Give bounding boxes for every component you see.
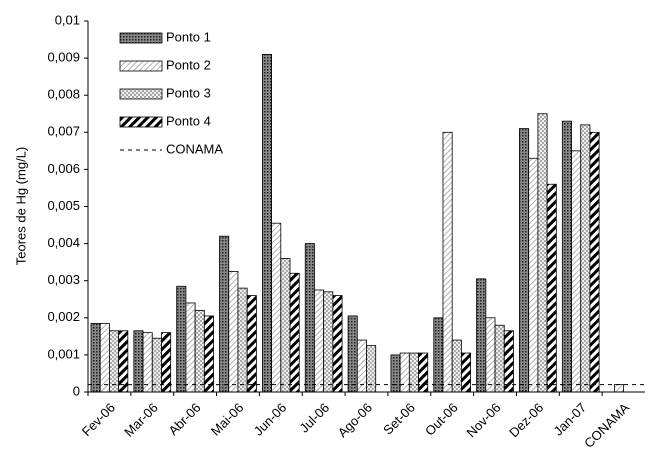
bar xyxy=(323,291,334,393)
bar xyxy=(304,243,315,393)
x-tick-label: Mar-06 xyxy=(121,400,161,440)
bar xyxy=(494,324,505,393)
y-tick-label: 0,005 xyxy=(47,198,80,213)
y-tick-label: 0,009 xyxy=(47,50,80,65)
bar xyxy=(442,131,453,393)
x-tick-label: Mai-06 xyxy=(208,400,247,439)
bar xyxy=(476,278,487,393)
bar xyxy=(109,330,120,393)
bar xyxy=(589,131,600,393)
bar xyxy=(161,332,172,393)
bar xyxy=(418,352,429,393)
y-tick-label: 0,008 xyxy=(47,87,80,102)
bar xyxy=(332,295,343,393)
x-tick-label: Nov-06 xyxy=(463,400,503,440)
y-tick-label: 0,007 xyxy=(47,124,80,139)
legend-label: Ponto 4 xyxy=(166,113,211,128)
y-axis-label: Teores de Hg (mg/L) xyxy=(13,147,28,266)
bar xyxy=(151,337,162,393)
x-tick-label: Abr-06 xyxy=(165,400,203,438)
bar xyxy=(485,317,496,393)
y-tick-label: 0,001 xyxy=(47,346,80,361)
bar xyxy=(90,322,101,393)
bar xyxy=(390,354,401,393)
x-tick-label: Jun-06 xyxy=(251,400,290,439)
bar xyxy=(519,128,530,393)
bar xyxy=(133,330,144,393)
bar xyxy=(271,222,282,393)
bar xyxy=(503,330,514,393)
legend-swatch xyxy=(119,88,163,100)
x-tick-label: Jul-06 xyxy=(297,400,333,436)
x-tick-label: Dez-06 xyxy=(506,400,546,440)
legend-swatch xyxy=(119,32,163,44)
y-tick-label: 0,004 xyxy=(47,235,80,250)
bar xyxy=(561,120,572,393)
bar xyxy=(228,271,239,393)
x-tick-label: CONAMA xyxy=(581,400,632,451)
bar xyxy=(237,287,248,393)
bar xyxy=(219,235,230,393)
x-tick-label: Fev-06 xyxy=(79,400,118,439)
legend-label: Ponto 1 xyxy=(166,29,211,44)
y-tick-label: 0,003 xyxy=(47,272,80,287)
bar xyxy=(314,289,325,393)
bar xyxy=(280,258,291,393)
bar xyxy=(433,317,444,393)
bar xyxy=(580,124,591,393)
bar xyxy=(99,322,110,393)
bar xyxy=(185,302,196,393)
legend-swatch xyxy=(119,116,163,128)
x-tick-label: Set-06 xyxy=(380,400,418,438)
bar xyxy=(347,315,358,393)
x-tick-label: Ago-06 xyxy=(335,400,375,440)
bar xyxy=(194,309,205,393)
bar xyxy=(546,183,557,393)
bar xyxy=(142,332,153,393)
bar xyxy=(537,113,548,393)
bar xyxy=(408,352,419,393)
bar xyxy=(118,330,129,393)
y-tick-label: 0,01 xyxy=(55,12,80,27)
legend-swatch xyxy=(119,60,163,72)
bar xyxy=(461,352,472,393)
bar xyxy=(203,315,214,393)
y-tick-label: 0 xyxy=(73,383,80,398)
legend-label: Ponto 2 xyxy=(166,57,211,72)
bar xyxy=(399,352,410,393)
bar xyxy=(289,272,300,393)
legend-label: CONAMA xyxy=(166,141,223,156)
bar xyxy=(176,285,187,393)
bar xyxy=(246,295,257,393)
x-tick-label: Jan-07 xyxy=(551,400,590,439)
legend-label: Ponto 3 xyxy=(166,85,211,100)
y-tick-label: 0,006 xyxy=(47,161,80,176)
x-tick-label: Out-06 xyxy=(422,400,461,439)
y-tick-label: 0,002 xyxy=(47,309,80,324)
bar xyxy=(571,150,582,393)
bar xyxy=(528,157,539,393)
bar xyxy=(613,384,624,393)
bar xyxy=(261,53,272,393)
